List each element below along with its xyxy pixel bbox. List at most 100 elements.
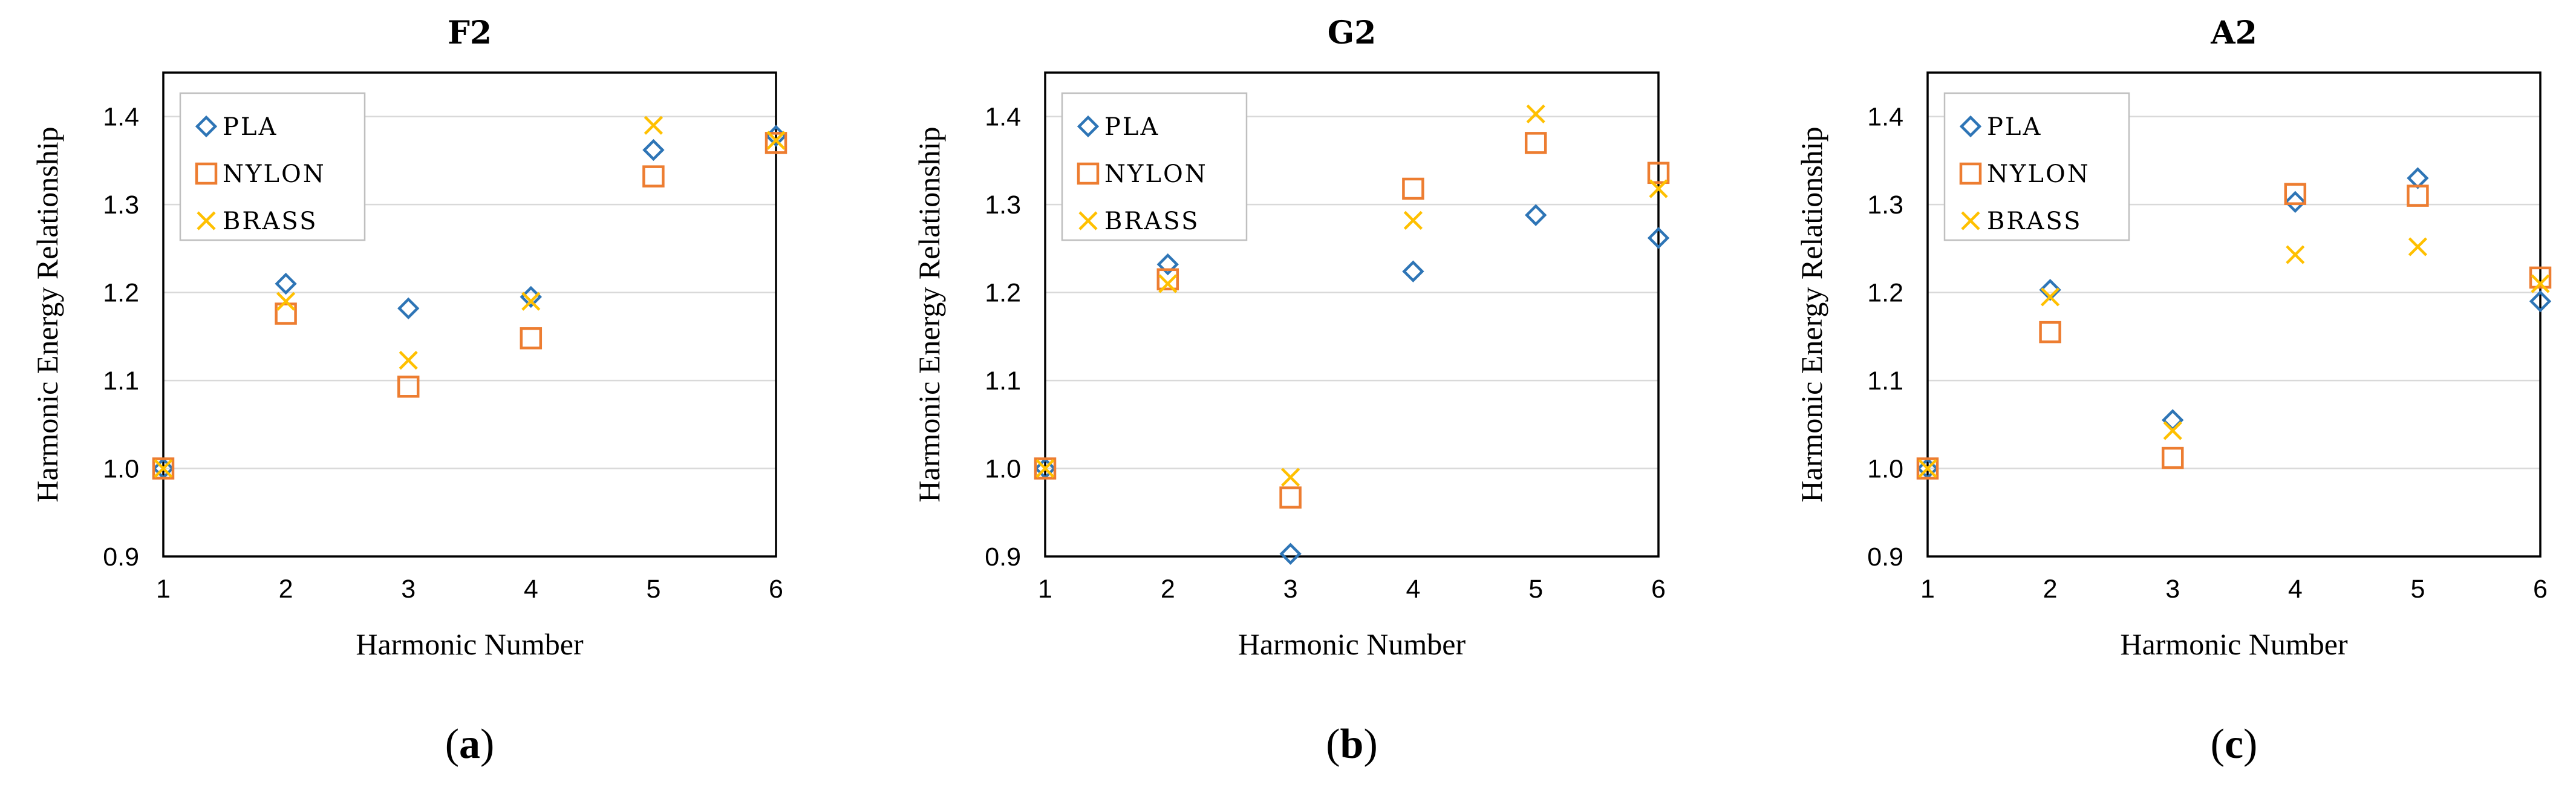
y-tick-label: 1.2 bbox=[1867, 279, 1903, 308]
data-point bbox=[644, 116, 663, 135]
data-point bbox=[397, 376, 420, 398]
y-tick-label: 1.2 bbox=[103, 279, 139, 308]
y-tick-label: 0.9 bbox=[103, 543, 139, 572]
series-nylon bbox=[1034, 132, 1670, 509]
series-nylon bbox=[1916, 183, 2552, 480]
x-tick-label: 1 bbox=[1038, 575, 1052, 604]
series-brass bbox=[154, 116, 786, 478]
y-tick-label: 1.4 bbox=[1867, 103, 1903, 132]
chart-title: G2 bbox=[1328, 15, 1377, 51]
plot-area bbox=[1044, 71, 1660, 558]
chart-panel-c: 0.9 1.0 1.1 1.2 1.3 1.4 1 2 3 4 5 6 A2 Harmonic Numbe… bbox=[1795, 15, 2552, 768]
legend-label: PLA bbox=[1987, 113, 2042, 141]
data-point bbox=[2284, 191, 2306, 214]
x-tick-label: 3 bbox=[1283, 575, 1298, 604]
panel-label: (b) bbox=[1326, 721, 1378, 768]
legend-label: NYLON bbox=[1104, 160, 1208, 188]
y-tick-label: 0.9 bbox=[1867, 543, 1903, 572]
data-point bbox=[2407, 167, 2429, 189]
chart-title: F2 bbox=[448, 15, 492, 51]
panel-label: (a) bbox=[445, 721, 495, 768]
data-point bbox=[1279, 543, 1302, 565]
legend-label: BRASS bbox=[1987, 207, 2082, 235]
data-point bbox=[1403, 210, 1423, 230]
legend-marker bbox=[1077, 162, 1100, 185]
data-point bbox=[2284, 183, 2307, 205]
y-tick-label: 1.4 bbox=[985, 103, 1021, 132]
x-tick-label: 6 bbox=[2533, 575, 2548, 604]
y-tick-label: 1.4 bbox=[103, 103, 139, 132]
y-tick-label: 1.2 bbox=[985, 279, 1021, 308]
legend-marker bbox=[1959, 162, 1982, 185]
data-point bbox=[1156, 253, 1179, 276]
data-point bbox=[276, 292, 296, 311]
y-tick-label: 1.3 bbox=[103, 191, 139, 220]
legend-marker bbox=[1078, 211, 1098, 230]
data-point bbox=[2039, 321, 2061, 344]
legend-label: NYLON bbox=[1987, 160, 2090, 188]
data-point bbox=[152, 457, 175, 480]
legend-label: BRASS bbox=[1104, 207, 1200, 235]
series-brass bbox=[1035, 104, 1668, 487]
data-point bbox=[275, 272, 297, 295]
y-tick-label: 1.1 bbox=[985, 367, 1021, 396]
data-point bbox=[399, 351, 418, 370]
y-tick-label: 0.9 bbox=[985, 543, 1021, 572]
x-tick-label: 3 bbox=[2165, 575, 2180, 604]
data-point bbox=[1525, 204, 1547, 226]
data-point bbox=[1524, 132, 1547, 154]
series-nylon bbox=[152, 132, 787, 480]
x-tick-label: 4 bbox=[2288, 575, 2303, 604]
data-point bbox=[1035, 458, 1055, 478]
chart-panel-a: 0.9 1.0 1.1 1.2 1.3 1.4 1 2 3 4 5 6 F2 Harmonic Numbe… bbox=[30, 15, 787, 768]
chart-title: A2 bbox=[2210, 15, 2257, 51]
data-point bbox=[1649, 179, 1668, 198]
x-tick-label: 3 bbox=[401, 575, 416, 604]
x-axis-label: Harmonic Number bbox=[1238, 627, 1466, 661]
data-point bbox=[2531, 274, 2550, 293]
data-point bbox=[2162, 409, 2184, 431]
y-tick-label: 1.0 bbox=[103, 455, 139, 484]
data-point bbox=[1916, 457, 1939, 480]
x-tick-label: 4 bbox=[524, 575, 538, 604]
panel-label: (c) bbox=[2211, 721, 2258, 768]
chart-panel-b: 0.9 1.0 1.1 1.2 1.3 1.4 1 2 3 4 5 6 G2 Harmonic Numbe… bbox=[912, 15, 1670, 768]
x-tick-label: 1 bbox=[1920, 575, 1935, 604]
y-tick-label: 1.3 bbox=[985, 191, 1021, 220]
x-tick-label: 5 bbox=[646, 575, 660, 604]
plot-area bbox=[1926, 71, 2542, 558]
x-tick-label: 1 bbox=[156, 575, 171, 604]
legend-label: BRASS bbox=[223, 207, 318, 235]
legend-marker bbox=[195, 162, 218, 185]
legend-label: NYLON bbox=[223, 160, 326, 188]
data-point bbox=[521, 292, 541, 311]
data-point bbox=[1158, 274, 1178, 293]
data-point bbox=[766, 131, 786, 150]
data-point bbox=[642, 139, 665, 161]
x-axis-label: Harmonic Number bbox=[2120, 627, 2348, 661]
data-point bbox=[2408, 237, 2427, 256]
data-point bbox=[1918, 458, 1937, 478]
data-point bbox=[2529, 290, 2552, 313]
y-tick-label: 1.1 bbox=[103, 367, 139, 396]
data-point bbox=[275, 302, 297, 325]
data-point bbox=[520, 285, 542, 308]
data-point bbox=[2039, 279, 2061, 301]
legend-label: PLA bbox=[223, 113, 278, 141]
legend-label: PLA bbox=[1104, 113, 1159, 141]
x-tick-label: 6 bbox=[1651, 575, 1666, 604]
y-tick-label: 1.3 bbox=[1867, 191, 1903, 220]
x-tick-label: 5 bbox=[1528, 575, 1543, 604]
y-axis-label: Harmonic Energy Relationship bbox=[30, 126, 64, 502]
data-point bbox=[1034, 457, 1057, 480]
x-tick-label: 6 bbox=[769, 575, 783, 604]
data-point bbox=[1647, 227, 1670, 249]
legend: PLA NYLON BRASS bbox=[179, 92, 366, 241]
data-point bbox=[1281, 468, 1300, 487]
data-point bbox=[1647, 161, 1670, 184]
series-brass bbox=[1918, 237, 2550, 478]
data-point bbox=[2163, 421, 2182, 440]
data-point bbox=[1526, 104, 1545, 123]
data-point bbox=[2286, 245, 2305, 264]
